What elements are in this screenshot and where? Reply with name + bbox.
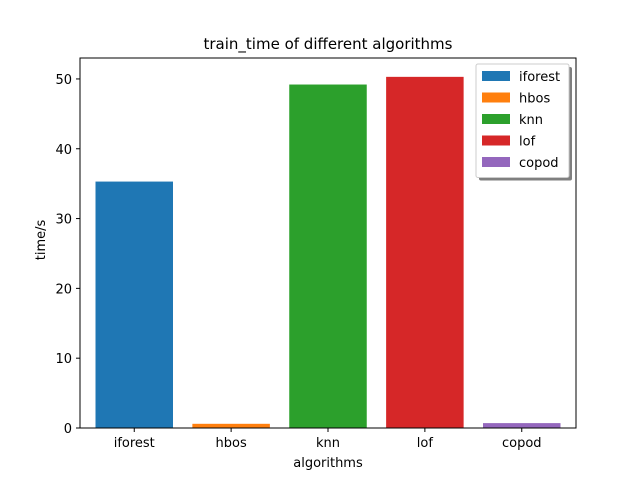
bars-group xyxy=(95,76,561,428)
legend-swatch-iforest xyxy=(482,71,510,81)
bar-iforest xyxy=(95,181,173,428)
x-tick-label-copod: copod xyxy=(502,436,542,451)
x-tick-label-iforest: iforest xyxy=(114,436,155,451)
y-tick-label-40: 40 xyxy=(55,143,72,158)
legend-swatch-knn xyxy=(482,114,510,124)
y-axis-label: time/s xyxy=(34,220,49,261)
x-tick-label-lof: lof xyxy=(417,436,434,451)
legend-box xyxy=(475,63,570,178)
x-tick-label-hbos: hbos xyxy=(216,436,247,451)
bar-copod xyxy=(483,423,561,428)
legend-label-iforest: iforest xyxy=(519,70,560,85)
bar-hbos xyxy=(192,423,270,428)
legend-swatch-lof xyxy=(482,135,510,146)
legend-label-lof: lof xyxy=(519,135,536,150)
bar-knn xyxy=(289,84,367,428)
chart-title: train_time of different algorithms xyxy=(204,35,453,54)
x-axis-label: algorithms xyxy=(293,456,363,471)
x-axis-ticks: iforest hbos knn lof copod xyxy=(114,428,542,451)
x-tick-label-knn: knn xyxy=(316,436,340,451)
legend-swatch-copod xyxy=(482,157,510,167)
legend: iforest hbos knn lof copod xyxy=(475,63,572,181)
y-tick-label-30: 30 xyxy=(55,213,72,228)
legend-swatch-hbos xyxy=(482,92,510,103)
axes-frame xyxy=(79,57,577,429)
legend-label-hbos: hbos xyxy=(519,92,550,107)
y-tick-label-0: 0 xyxy=(64,422,72,437)
y-tick-label-50: 50 xyxy=(55,73,72,88)
bar-lof xyxy=(386,76,464,428)
y-tick-label-10: 10 xyxy=(55,352,72,367)
y-tick-label-20: 20 xyxy=(55,282,72,297)
y-axis-ticks: 0 10 20 30 40 50 xyxy=(55,73,80,437)
legend-label-copod: copod xyxy=(519,156,559,171)
legend-label-knn: knn xyxy=(519,113,543,128)
